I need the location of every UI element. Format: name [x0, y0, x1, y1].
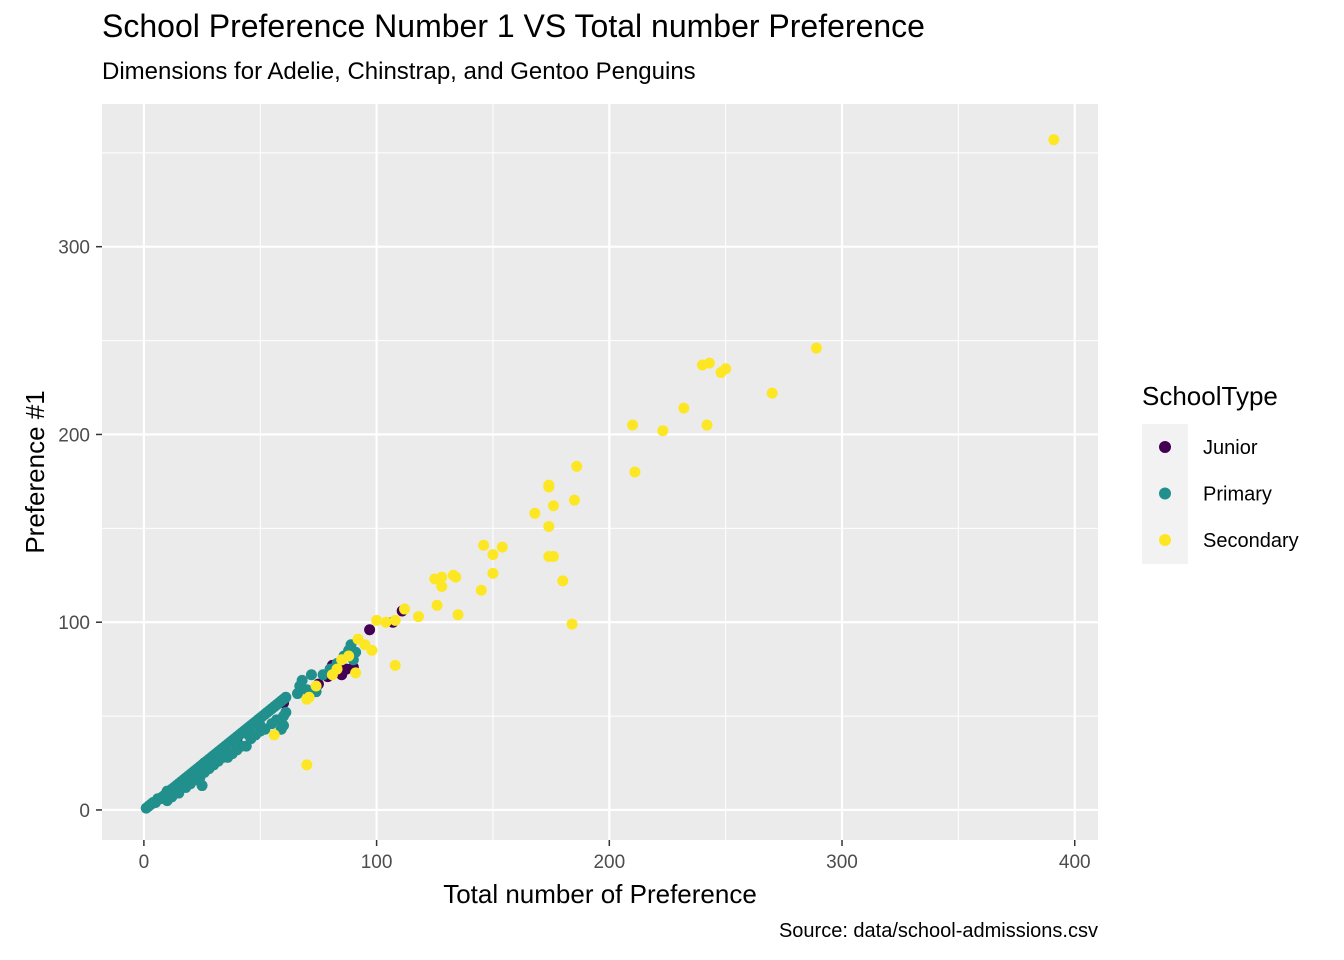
point-secondary — [487, 567, 499, 579]
point-secondary — [543, 479, 555, 491]
point-secondary — [268, 729, 280, 741]
point-secondary — [429, 573, 441, 585]
point-secondary — [1048, 134, 1060, 146]
point-primary — [296, 674, 308, 686]
point-secondary — [496, 541, 508, 553]
y-axis-ticks: 0 100 200 300 — [58, 238, 102, 822]
point-secondary — [766, 387, 778, 399]
point-secondary — [326, 669, 338, 681]
point-secondary — [412, 611, 424, 623]
chart-title: School Preference Number 1 VS Total numb… — [102, 8, 925, 44]
point-secondary — [571, 460, 583, 472]
point-secondary — [810, 342, 822, 354]
point-secondary — [399, 603, 411, 615]
point-secondary — [310, 680, 322, 692]
legend: SchoolType Junior Primary Secondary — [1142, 381, 1299, 564]
legend-label-junior: Junior — [1203, 437, 1258, 459]
y-tick-label: 200 — [58, 425, 90, 446]
point-secondary — [657, 425, 669, 437]
point-primary — [196, 780, 208, 792]
point-secondary — [543, 520, 555, 532]
point-secondary — [543, 550, 555, 562]
point-secondary — [557, 575, 569, 587]
point-secondary — [436, 581, 448, 593]
point-secondary — [389, 659, 401, 671]
point-secondary — [696, 359, 708, 371]
x-tick-label: 0 — [139, 852, 150, 873]
point-primary — [305, 669, 317, 681]
legend-key-junior — [1159, 441, 1171, 453]
legend-key-primary — [1159, 487, 1171, 500]
point-secondary — [447, 569, 459, 581]
point-secondary — [350, 667, 362, 679]
point-secondary — [371, 614, 383, 626]
point-secondary — [701, 419, 713, 431]
point-secondary — [336, 654, 348, 666]
point-primary — [254, 719, 266, 731]
x-tick-label: 200 — [593, 852, 625, 873]
data-points — [140, 134, 1060, 814]
point-secondary — [566, 618, 578, 630]
point-secondary — [389, 614, 401, 626]
legend-key-secondary — [1159, 534, 1171, 546]
x-axis-ticks: 0 100 200 300 400 — [139, 840, 1091, 873]
point-secondary — [475, 584, 487, 596]
point-primary — [208, 755, 220, 767]
point-secondary — [380, 616, 392, 628]
point-secondary — [301, 693, 313, 705]
point-secondary — [627, 419, 639, 431]
chart-caption: Source: data/school-admissions.csv — [778, 920, 1098, 942]
point-secondary — [431, 599, 443, 611]
legend-label-primary: Primary — [1203, 484, 1272, 506]
point-junior — [364, 624, 376, 636]
x-tick-label: 300 — [826, 852, 858, 873]
y-axis-label: Preference #1 — [20, 390, 50, 553]
point-secondary — [629, 466, 641, 478]
point-secondary — [529, 507, 541, 519]
point-primary — [219, 748, 231, 760]
legend-label-secondary: Secondary — [1203, 530, 1299, 552]
x-axis-label: Total number of Preference — [443, 879, 757, 909]
point-secondary — [678, 402, 690, 414]
point-secondary — [301, 759, 313, 771]
x-tick-label: 100 — [361, 852, 393, 873]
chart-subtitle: Dimensions for Adelie, Chinstrap, and Ge… — [102, 58, 696, 85]
point-secondary — [568, 494, 580, 506]
point-secondary — [478, 539, 490, 551]
point-primary — [280, 691, 292, 703]
major-gridlines — [102, 104, 1098, 840]
point-secondary — [452, 609, 464, 621]
point-secondary — [547, 500, 559, 512]
y-tick-label: 100 — [58, 613, 90, 634]
point-secondary — [715, 366, 727, 378]
point-primary — [280, 706, 292, 718]
point-primary — [243, 729, 255, 741]
legend-title: SchoolType — [1142, 381, 1278, 411]
x-tick-label: 400 — [1059, 852, 1091, 873]
y-tick-label: 0 — [79, 801, 90, 822]
point-secondary — [352, 633, 364, 645]
point-secondary — [487, 549, 499, 561]
y-tick-label: 300 — [58, 238, 90, 259]
